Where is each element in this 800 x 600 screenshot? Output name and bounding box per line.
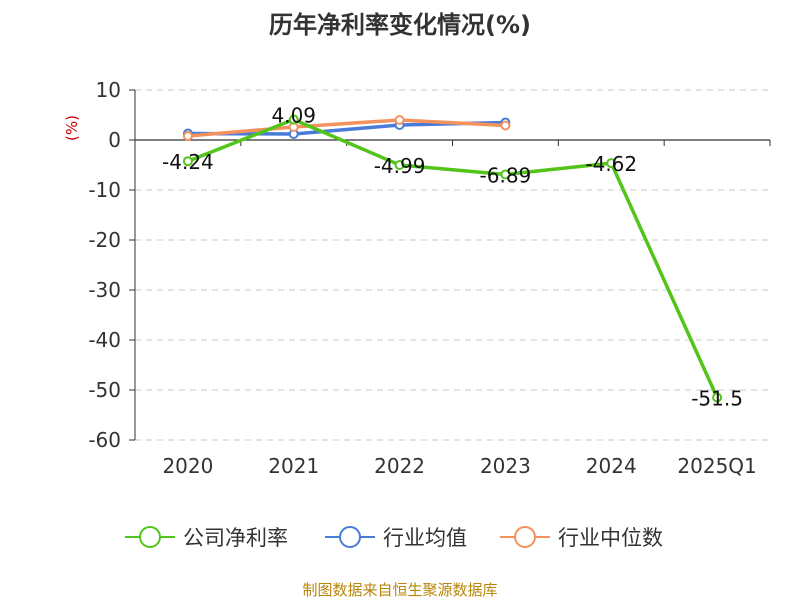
x-tick-label: 2025Q1: [677, 454, 756, 478]
y-tick-label: -30: [88, 278, 121, 302]
series-line-2: [187, 118, 506, 138]
data-label: -4.62: [585, 152, 637, 176]
data-point[interactable]: [394, 115, 405, 125]
y-tick-label: 0: [108, 128, 121, 152]
legend-marker-icon: [139, 526, 161, 548]
data-label: 4.09: [271, 104, 316, 128]
legend-item[interactable]: 行业均值: [325, 526, 467, 550]
legend-item[interactable]: 行业中位数: [500, 526, 663, 550]
y-axis-unit: (%): [63, 115, 81, 141]
y-tick-label: -20: [88, 228, 121, 252]
legend-item[interactable]: 公司净利率: [125, 526, 288, 550]
data-point[interactable]: [606, 158, 617, 169]
data-label: -51.5: [691, 387, 743, 411]
y-tick-label: 10: [96, 78, 121, 102]
data-label: -4.99: [374, 154, 426, 178]
legend-marker-icon: [514, 526, 536, 548]
data-labels: -4.24 4.09 -4.99 -6.89 -4.62 -51.5: [162, 104, 743, 411]
y-tick-label: -10: [88, 178, 121, 202]
data-point[interactable]: [500, 169, 511, 180]
data-point[interactable]: [182, 131, 193, 141]
series-lines: [182, 114, 723, 403]
series-line-0: [187, 117, 719, 399]
x-tick-label: 2024: [586, 454, 637, 478]
data-point[interactable]: [182, 156, 193, 167]
chart-title: 历年净利率变化情况(%): [269, 11, 531, 39]
data-label: -4.24: [162, 150, 214, 174]
x-tick-label: 2023: [480, 454, 531, 478]
legend-label: 行业均值: [383, 526, 467, 550]
x-tick-label: 2020: [162, 454, 213, 478]
y-tick-label: -40: [88, 328, 121, 352]
legend-marker-icon: [339, 526, 361, 548]
data-point[interactable]: [712, 392, 723, 403]
legend[interactable]: 公司净利率 行业均值 行业中位数: [125, 526, 663, 550]
axes: 10 0 -10 -20 -30 -40 -50 -60 2020 2021 2022 2023 202…: [88, 78, 771, 478]
data-point[interactable]: [500, 120, 511, 131]
data-point[interactable]: [288, 114, 299, 125]
legend-label: 行业中位数: [558, 526, 663, 550]
source-note: 制图数据来自恒生聚源数据库: [302, 581, 497, 599]
data-label: -6.89: [480, 163, 532, 187]
grid-lines: [135, 89, 770, 441]
legend-label: 公司净利率: [183, 526, 288, 550]
data-point[interactable]: [394, 159, 405, 170]
y-tick-label: -60: [88, 428, 121, 452]
x-tick-label: 2022: [374, 454, 425, 478]
y-tick-label: -50: [88, 378, 121, 402]
x-tick-label: 2021: [268, 454, 319, 478]
